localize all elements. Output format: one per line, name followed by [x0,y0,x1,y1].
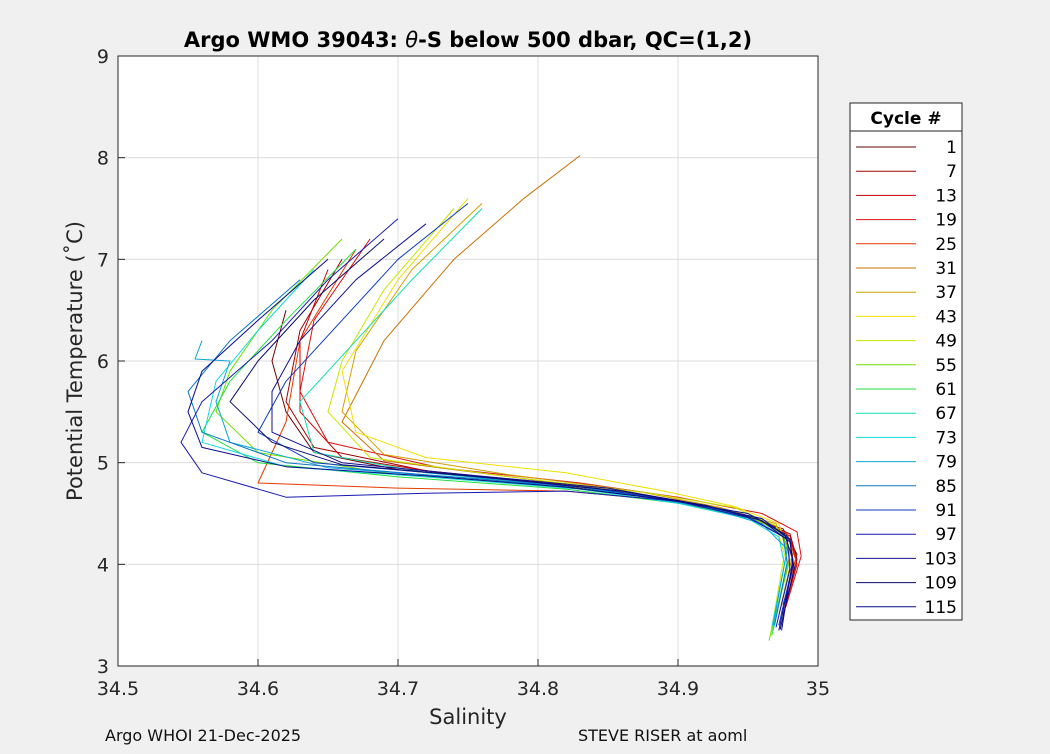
x-tick-label: 34.8 [517,678,559,700]
legend-label: 79 [935,453,957,473]
legend-entries: 1 7 13 19 25 31 37 43 49 55 61 67 73 79 85 91 97 103 109 11… [856,138,957,618]
legend-label: 25 [935,235,957,255]
legend-label: 73 [935,428,957,448]
series-line-cycle-115 [187,258,794,631]
x-tick-label: 35 [806,678,830,700]
x-axis: 34.5 34.6 34.7 34.8 34.9 35 [97,659,830,700]
legend-label: 31 [935,259,957,279]
series-line-cycle-49 [327,208,785,636]
legend-label: 7 [946,162,957,182]
legend-title: Cycle # [870,109,941,129]
legend-label: 19 [935,211,957,231]
x-tick-label: 34.7 [377,678,419,700]
legend-label: 55 [935,356,957,376]
footer-right: STEVE RISER at aoml [578,726,748,745]
y-tick-label: 9 [97,46,109,68]
series-line-cycle-109 [229,238,795,630]
legend-label: 97 [935,525,957,545]
legend-label: 103 [925,549,957,569]
y-tick-label: 4 [97,554,109,576]
y-axis: 3 4 5 6 7 8 9 [97,46,125,678]
y-tick-label: 5 [97,453,109,475]
legend-label: 91 [935,501,957,521]
legend-label: 49 [935,332,957,352]
y-tick-label: 6 [97,351,109,373]
x-axis-label: Salinity [429,705,507,729]
legend: Cycle # 1 7 13 19 25 31 37 43 49 55 61 67 73 79 85 91 97… [849,102,963,621]
y-tick-label: 8 [97,148,109,170]
series-line-cycle-103 [271,223,794,631]
legend-label: 1 [946,138,957,158]
legend-label: 61 [935,380,957,400]
legend-label: 67 [935,404,957,424]
x-tick-label: 34.6 [237,678,279,700]
y-tick-label: 7 [97,249,109,271]
chart-title: Argo WMO 39043: θ-S below 500 dbar, QC=(… [184,28,752,52]
series-lines [180,155,802,641]
legend-label: 109 [925,574,957,594]
y-tick-label: 3 [97,656,109,678]
y-axis-label: Potential Temperature (˚C) [63,221,87,501]
legend-label: 43 [935,307,957,327]
series-line-cycle-85 [187,279,788,626]
legend-label: 13 [935,186,957,206]
x-tick-label: 34.5 [97,678,139,700]
footer-left: Argo WHOI 21-Dec-2025 [105,726,302,745]
legend-label: 85 [935,477,957,497]
series-line-cycle-19 [299,238,802,608]
x-tick-label: 34.9 [657,678,699,700]
series-line-cycle-37 [341,203,791,618]
legend-label: 115 [925,598,957,618]
legend-label: 37 [935,283,957,303]
